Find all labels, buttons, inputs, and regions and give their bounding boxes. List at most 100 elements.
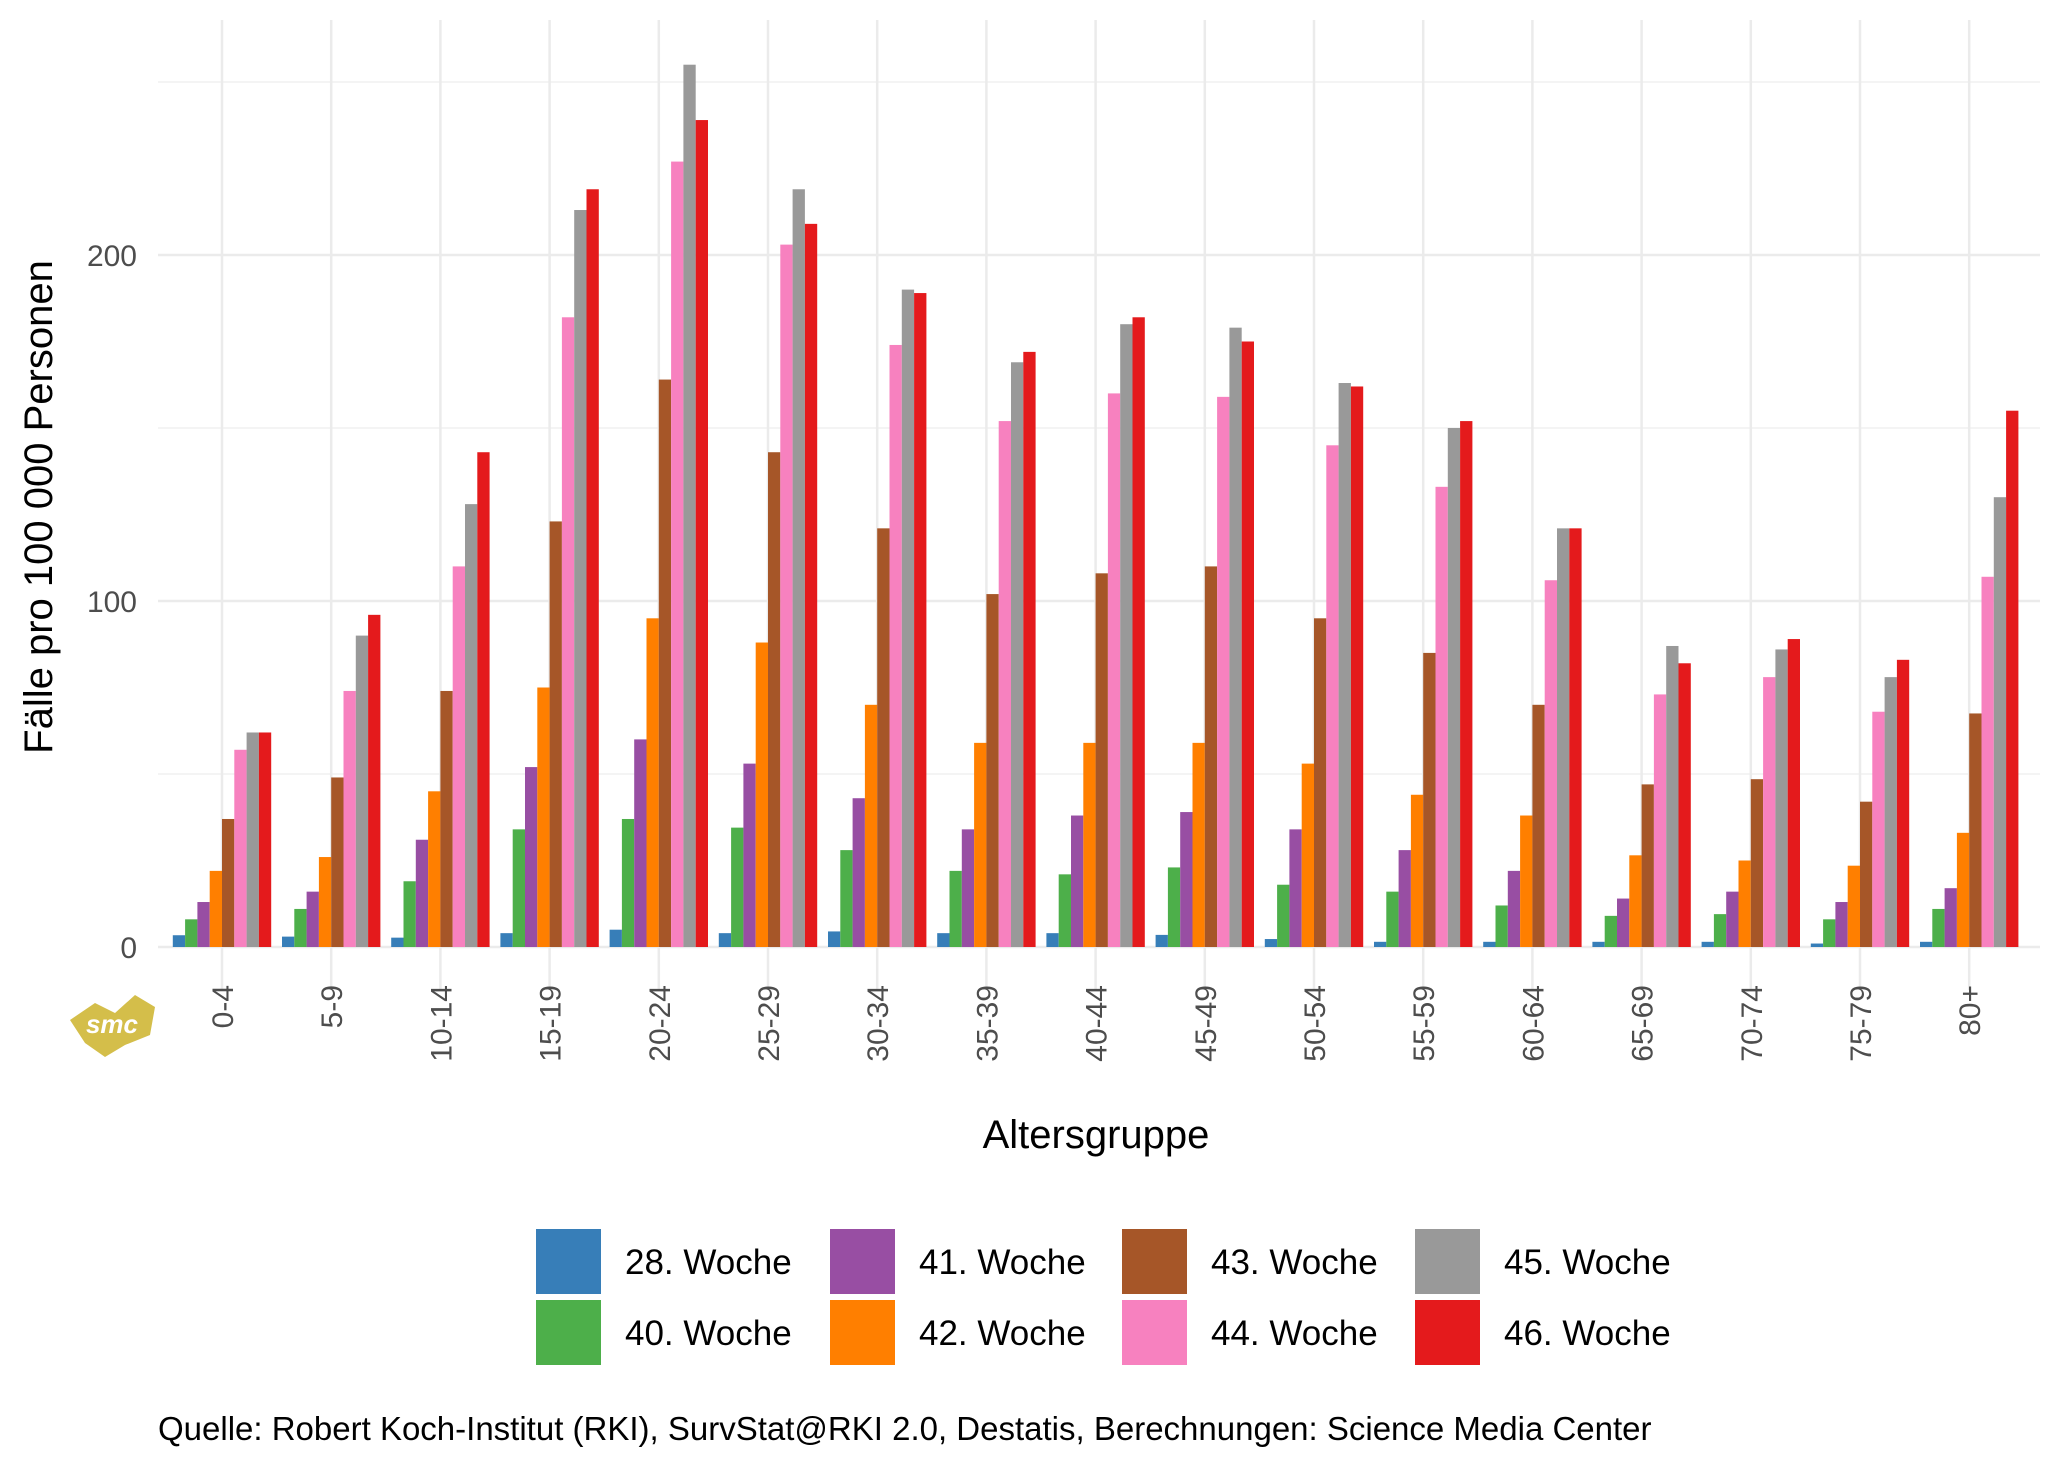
bar [743,763,756,947]
bar [537,687,550,947]
bar [1860,801,1873,947]
bars [172,64,2019,948]
bar [561,317,575,947]
bar [986,594,999,947]
bar [1046,933,1059,947]
bar [1592,941,1605,947]
x-tick-label: 65-69 [1627,985,1660,1062]
bar [209,870,222,947]
bar [1884,677,1897,947]
bar [731,827,744,947]
bar [415,839,429,947]
bar [1398,850,1411,947]
bar [185,919,198,947]
bar [1495,905,1508,947]
x-tick-label: 20-24 [644,985,677,1062]
bar [1775,649,1788,947]
bar [1326,445,1339,947]
bar [343,690,356,947]
x-tick-label: 80+ [1954,985,1987,1036]
bar [1301,763,1314,947]
bar [974,742,987,947]
legend-label: 45. Woche [1504,1243,1671,1282]
bar [586,189,599,947]
bar [1180,812,1193,947]
bar [621,818,635,947]
bar [1896,659,1910,947]
bar [1277,884,1290,947]
x-tick-label: 75-79 [1845,985,1878,1062]
bar [1058,874,1071,947]
bar [1167,867,1181,947]
bar [1374,941,1387,947]
bar [428,791,441,947]
bar [440,690,453,947]
bar [331,777,344,947]
bar [1107,393,1121,947]
bar [452,566,465,947]
x-axis-ticks: 0-4 5-9 10-14 15-19 20-24 25-29 30-34 35-39 40-4… [207,985,1987,1062]
bar [355,635,369,947]
y-tick-label: 100 [87,586,137,619]
bar [828,931,841,947]
bar [525,767,538,947]
bar [1386,891,1399,947]
bar [1338,383,1351,947]
bar [1738,860,1751,947]
bar [768,452,781,947]
bar [901,289,915,948]
bar [780,244,793,947]
bar [2006,410,2019,947]
bar [549,521,562,947]
bar [574,210,587,947]
legend-swatch [830,1300,895,1365]
bar [840,850,853,947]
bar [512,829,525,947]
bar [1557,528,1570,947]
x-tick-label: 30-34 [862,985,895,1062]
bar [500,933,513,947]
bar [172,935,186,947]
bar [1241,341,1254,947]
legend-swatch [1122,1229,1187,1294]
bar [1532,704,1545,947]
legend-label: 42. Woche [919,1314,1086,1353]
bar [403,881,416,947]
legend-swatch [1122,1300,1187,1365]
bar [1083,742,1096,947]
x-tick-label: 10-14 [425,985,458,1062]
x-tick-label: 15-19 [535,985,568,1062]
x-axis-title: Altersgruppe [983,1113,1210,1157]
bar [1944,888,1957,947]
legend-swatch [536,1300,601,1365]
bar [306,891,319,947]
bar [294,908,307,947]
legend-label: 46. Woche [1504,1314,1671,1353]
bar [1217,396,1230,947]
bar [368,614,381,947]
bar [877,528,890,947]
x-tick-label: 60-64 [1517,985,1550,1062]
bar [1314,618,1327,947]
x-tick-label: 45-49 [1190,985,1223,1062]
bar [1956,832,1970,947]
bar [1410,794,1424,947]
bar [1666,645,1679,947]
bar [1823,919,1836,947]
bar [1011,362,1024,947]
bar [1726,891,1739,947]
x-tick-label: 35-39 [971,985,1004,1062]
bar [1835,902,1848,947]
bar [197,902,210,947]
bar [1155,934,1168,947]
legend-swatch [1415,1229,1480,1294]
bar [1520,815,1533,947]
x-tick-label: 0-4 [207,985,240,1028]
bar [852,798,865,947]
bar [1264,939,1278,947]
bar [1071,815,1084,947]
bar [634,739,647,947]
bar [864,704,878,947]
bar [1920,941,1933,947]
bar [755,642,768,947]
